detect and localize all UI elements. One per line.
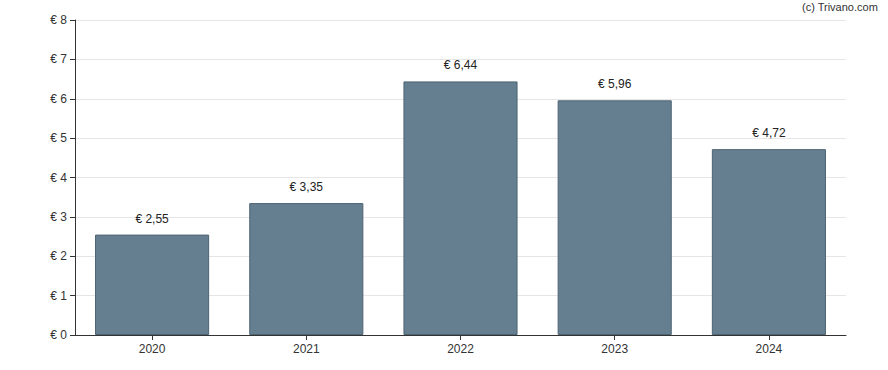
svg-text:€ 3: € 3 (50, 210, 67, 224)
svg-text:€ 2,55: € 2,55 (135, 212, 169, 226)
svg-text:€ 2: € 2 (50, 249, 67, 263)
svg-text:2021: 2021 (293, 342, 320, 356)
svg-text:€ 6: € 6 (50, 92, 67, 106)
svg-text:€ 6,44: € 6,44 (444, 58, 478, 72)
svg-text:2024: 2024 (756, 342, 783, 356)
svg-text:€ 4,72: € 4,72 (752, 126, 786, 140)
svg-text:(c) Trivano.com: (c) Trivano.com (802, 1, 878, 13)
svg-text:€ 7: € 7 (50, 52, 67, 66)
svg-text:€ 8: € 8 (50, 13, 67, 27)
svg-text:€ 0: € 0 (50, 328, 67, 342)
svg-text:2020: 2020 (139, 342, 166, 356)
svg-text:€ 3,35: € 3,35 (290, 180, 324, 194)
svg-text:€ 4: € 4 (50, 171, 67, 185)
svg-text:€ 5: € 5 (50, 131, 67, 145)
svg-text:€ 1: € 1 (50, 289, 67, 303)
svg-text:€ 5,96: € 5,96 (598, 77, 632, 91)
svg-text:2022: 2022 (447, 342, 474, 356)
svg-text:2023: 2023 (601, 342, 628, 356)
